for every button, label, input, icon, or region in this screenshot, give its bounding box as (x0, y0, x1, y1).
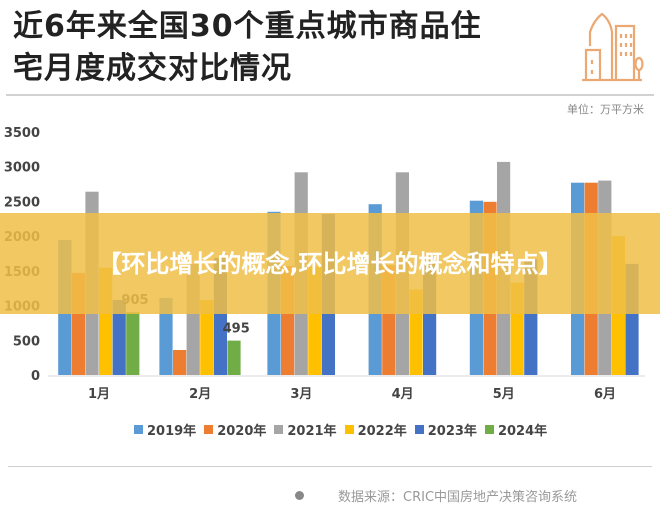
legend-label: 2024年 (497, 424, 548, 439)
building-icon (582, 12, 644, 82)
x-tick-label: 2月 (189, 387, 211, 402)
legend-label: 2021年 (287, 424, 337, 439)
legend-label: 2019年 (147, 424, 197, 439)
legend-swatch (344, 425, 354, 434)
y-tick-label: 500 (13, 334, 40, 349)
y-tick-label: 2500 (4, 195, 40, 210)
chart-legend: 2019年 2020年 2021年 2022年 2023年 2024年 (134, 420, 547, 439)
title-line-1: 近6年来全国30个重点城市商品住 (13, 9, 482, 44)
chart-title: 近6年来全国30个重点城市商品住 宅月度成交对比情况 (13, 6, 553, 90)
legend-item: 2022年 (344, 420, 407, 439)
bar-2020-2 (173, 350, 187, 375)
x-tick-label: 1月 (88, 387, 110, 402)
legend-swatch (414, 425, 424, 434)
bullet-dot-icon (295, 491, 304, 500)
bar-2019-2 (159, 297, 173, 375)
bar-2023-1 (112, 300, 126, 375)
banner-text: 【环比增长的概念,环比增长的概念和特点】 (97, 249, 563, 278)
legend-item: 2020年 (204, 420, 266, 439)
legend-item: 2024年 (484, 420, 548, 439)
bar-2024-1 (126, 312, 140, 375)
y-tick-label: 3000 (4, 161, 40, 176)
legend-label: 2023年 (427, 424, 477, 439)
x-tick-label: 3月 (290, 387, 312, 402)
legend-swatch (134, 425, 143, 434)
data-label: 495 (223, 322, 250, 337)
bar-2024-2 (227, 340, 241, 375)
legend-swatch (274, 425, 284, 434)
bar-2022-2 (200, 300, 214, 375)
y-tick-label: 3500 (4, 126, 40, 141)
x-tick-label: 4月 (392, 387, 414, 402)
overlay-banner: 【环比增长的概念,环比增长的概念和特点】 (0, 213, 660, 314)
title-line-2: 宅月度成交对比情况 (13, 51, 292, 86)
legend-item: 2019年 (134, 420, 196, 439)
legend-swatch (484, 425, 494, 434)
legend-item: 2021年 (274, 420, 337, 439)
x-tick-label: 6月 (594, 387, 616, 402)
legend-item: 2023年 (414, 420, 477, 439)
unit-label: 单位：万平方米 (567, 103, 644, 116)
data-source: 数据来源：CRIC中国房地产决策咨询系统 (338, 490, 578, 505)
legend-label: 2022年 (357, 424, 407, 439)
y-tick-label: 0 (31, 369, 40, 384)
header-divider (6, 94, 654, 96)
legend-label: 2020年 (217, 424, 267, 439)
x-tick-label: 5月 (493, 387, 515, 402)
legend-swatch (204, 425, 214, 434)
footer-divider (8, 466, 652, 467)
